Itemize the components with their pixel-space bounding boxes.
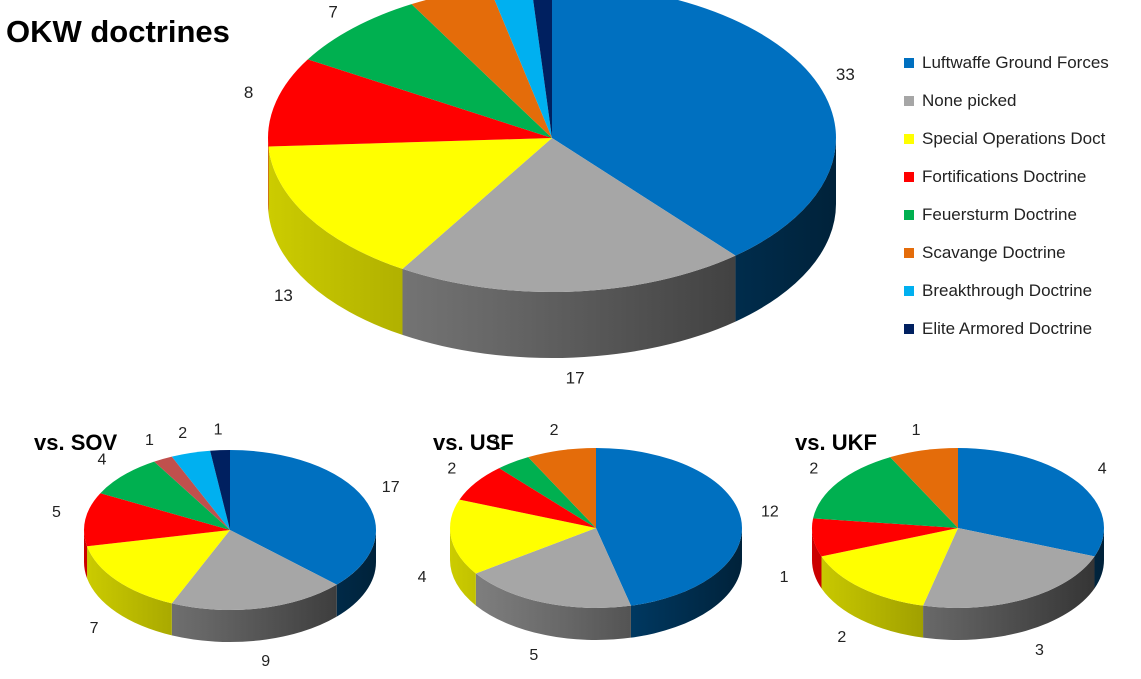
legend-label: Scavange Doctrine [922,243,1066,263]
legend-item: Special Operations Doct [904,120,1136,158]
legend-label: Elite Armored Doctrine [922,319,1092,339]
pie-chart-3: 4 3 2 1 2 1 [780,422,1107,659]
data-label: 7 [328,3,337,22]
legend-swatch [904,58,914,68]
data-label: 5 [52,504,61,521]
data-label: 13 [274,286,293,305]
legend-swatch [904,210,914,220]
legend-swatch [904,286,914,296]
data-label: 7 [90,620,99,637]
data-label: 2 [837,629,846,646]
data-label: 2 [550,422,559,439]
legend-swatch [904,134,914,144]
pie-chart-0: 33171387421 [244,0,855,387]
data-label: 1 [214,421,223,438]
data-label: 2 [178,425,187,442]
legend-item: Feuersturm Doctrine [904,196,1136,234]
legend-item: Elite Armored Doctrine [904,310,1136,348]
data-label: 33 [836,65,855,84]
ukf-chart-title: vs. UKF [795,430,877,456]
data-label: 5 [529,647,538,664]
legend-item: Scavange Doctrine [904,234,1136,272]
data-label: 17 [566,368,585,387]
data-label: 3 [1035,642,1044,659]
legend-swatch [904,248,914,258]
legend-label: Special Operations Doct [922,129,1105,149]
main-chart-title: OKW doctrines [6,14,230,50]
legend-label: Feuersturm Doctrine [922,205,1077,225]
legend: Luftwaffe Ground Forces None picked Spec… [904,44,1136,348]
legend-item: Luftwaffe Ground Forces [904,44,1136,82]
legend-item: None picked [904,82,1136,120]
legend-swatch [904,172,914,182]
data-label: 12 [761,504,779,521]
data-label: 2 [809,461,818,478]
legend-label: Fortifications Doctrine [922,167,1086,187]
legend-item: Breakthrough Doctrine [904,272,1136,310]
usf-chart-title: vs. USF [433,430,514,456]
data-label: 1 [145,432,154,449]
data-label: 1 [912,422,921,439]
data-label: 9 [261,653,270,670]
data-label: 17 [382,479,400,496]
data-label: 4 [1098,461,1107,478]
data-label: 8 [244,83,253,102]
legend-swatch [904,324,914,334]
data-label: 2 [447,461,456,478]
legend-label: Breakthrough Doctrine [922,281,1092,301]
data-label: 1 [780,569,789,586]
legend-label: None picked [922,91,1017,111]
legend-item: Fortifications Doctrine [904,158,1136,196]
legend-swatch [904,96,914,106]
sov-chart-title: vs. SOV [34,430,117,456]
data-label: 4 [418,569,427,586]
legend-label: Luftwaffe Ground Forces [922,53,1109,73]
